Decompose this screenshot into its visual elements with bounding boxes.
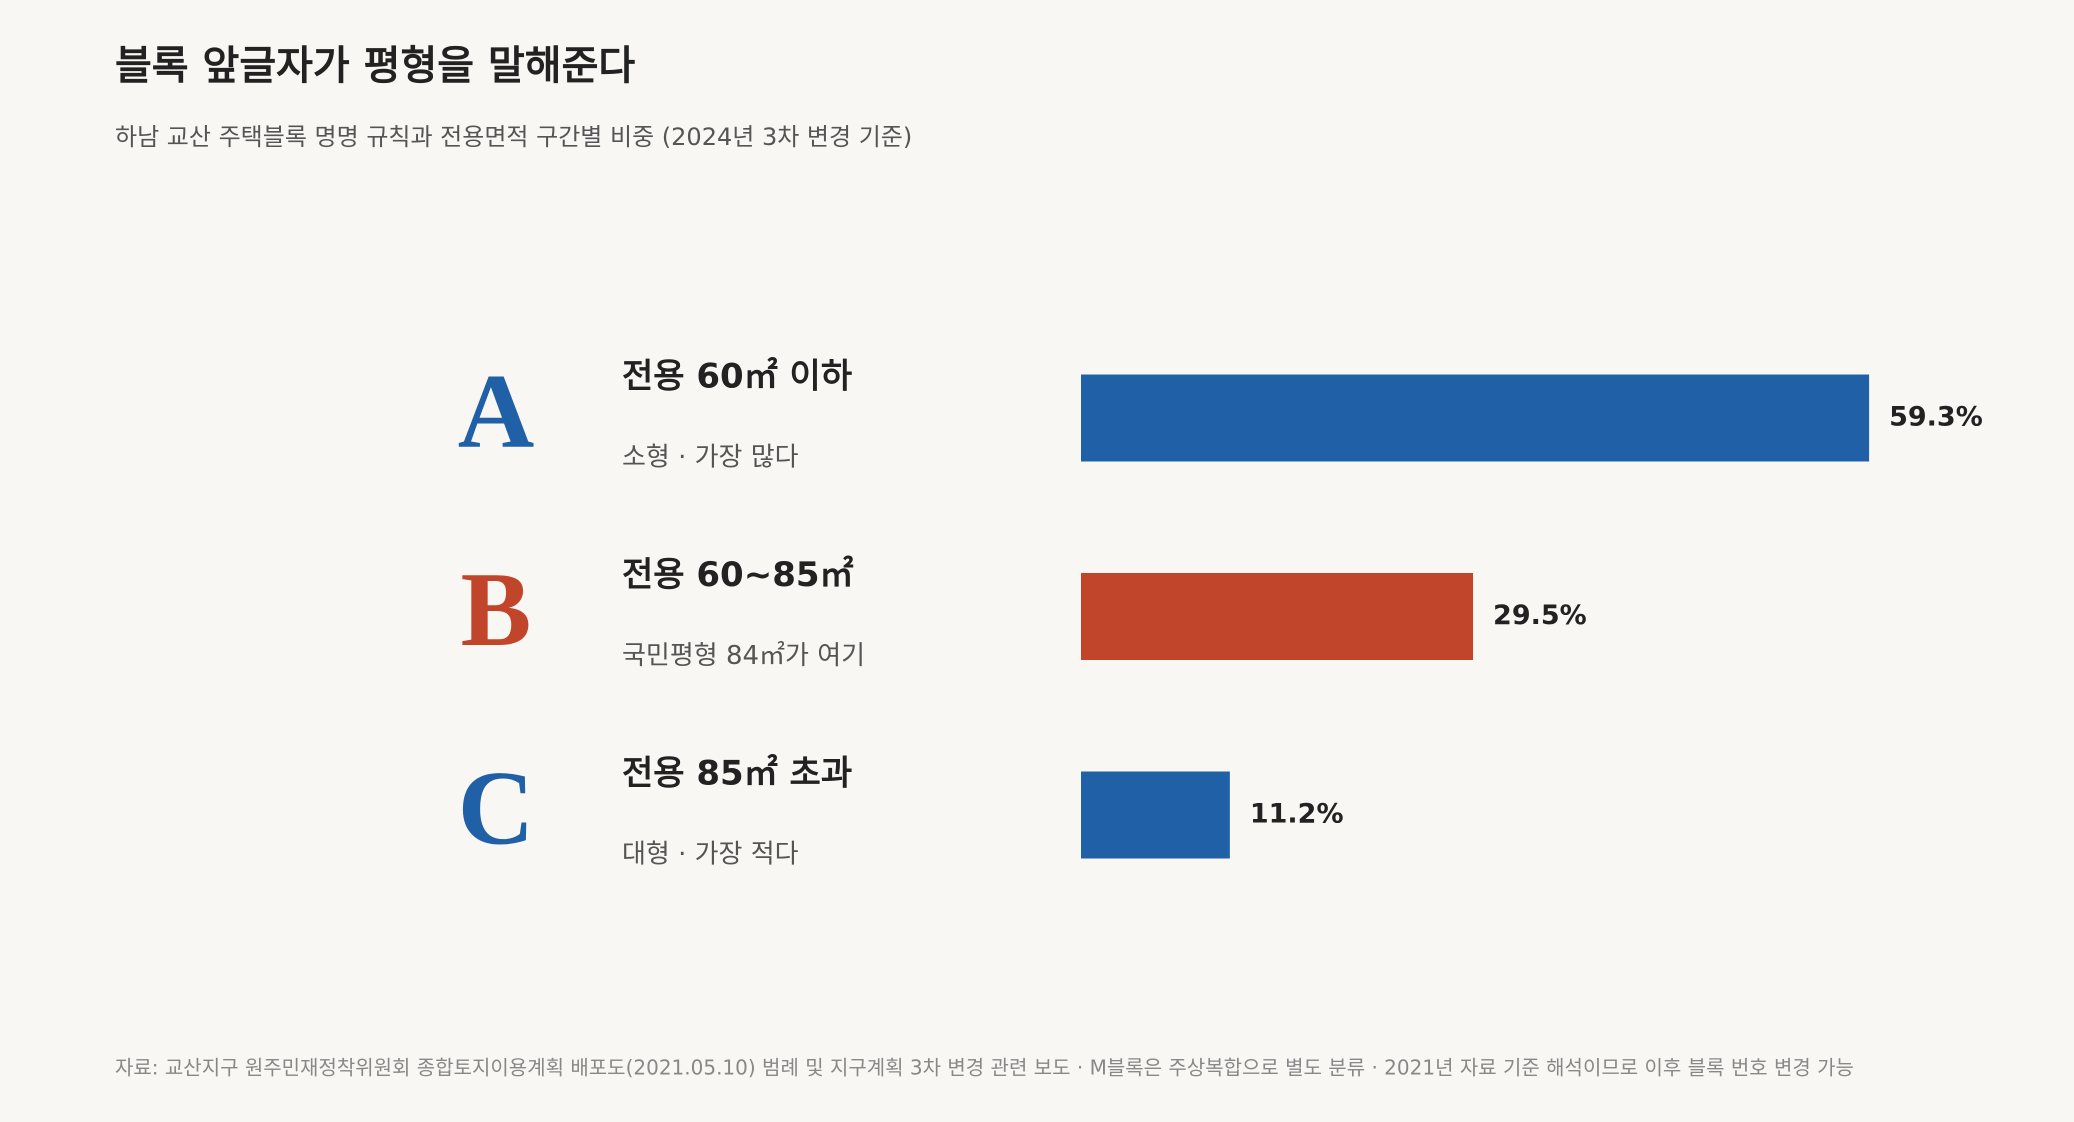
- category-label: 전용 60~85㎡: [622, 555, 854, 595]
- chart-subtitle: 하남 교산 주택블록 명명 규칙과 전용면적 구간별 비중 (2024년 3차 …: [115, 123, 912, 151]
- value-label: 11.2%: [1250, 799, 1344, 830]
- category-note: 국민평형 84㎡가 여기: [622, 641, 865, 671]
- category-note: 소형 · 가장 많다: [622, 443, 799, 473]
- bar: [1081, 374, 1870, 462]
- category-note: 대형 · 가장 적다: [622, 840, 799, 870]
- category-label: 전용 60㎡ 이하: [622, 357, 852, 397]
- category-label: 전용 85㎡ 초과: [622, 754, 852, 794]
- value-label: 59.3%: [1889, 402, 1983, 433]
- bar: [1081, 771, 1230, 859]
- bar: [1081, 573, 1474, 660]
- source-note: 자료: 교산지구 원주민재정착위원회 종합토지이용계획 배포도(2021.05.…: [115, 1056, 1854, 1080]
- category-letter: B: [461, 551, 532, 668]
- category-letter: A: [458, 352, 535, 469]
- chart-title: 블록 앞글자가 평형을 말해준다: [115, 42, 635, 89]
- category-letter: C: [458, 749, 535, 866]
- value-label: 29.5%: [1493, 600, 1587, 631]
